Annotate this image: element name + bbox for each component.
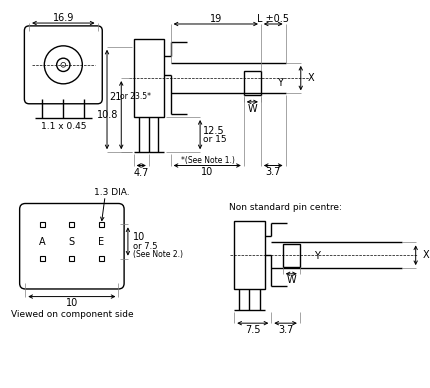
Text: L ±0.5: L ±0.5 [257,14,289,24]
Text: 21: 21 [109,92,121,102]
Bar [99,256,104,261]
Text: *(See Note 1.): *(See Note 1.) [181,156,235,165]
Circle shape [57,58,70,71]
Text: or 7.5: or 7.5 [133,242,157,251]
Bar [283,244,300,267]
Bar [40,222,45,227]
Bar [70,256,74,261]
Text: S: S [69,237,75,248]
Circle shape [61,62,66,67]
Text: Viewed on component side: Viewed on component side [11,310,133,319]
Text: 7.5: 7.5 [245,325,261,335]
Text: or 15: or 15 [203,135,227,144]
Bar [99,222,104,227]
Bar [40,256,45,261]
Text: 16.9: 16.9 [52,13,74,23]
Text: X: X [422,250,429,260]
Bar [70,222,74,227]
Text: 10.8: 10.8 [97,110,118,120]
Circle shape [44,46,82,84]
Bar [244,71,261,95]
Text: 3.7: 3.7 [266,167,281,177]
Text: 1.3 DIA.: 1.3 DIA. [94,188,129,197]
Bar [234,221,265,289]
Text: 4.7: 4.7 [134,168,149,178]
FancyBboxPatch shape [25,26,102,104]
Text: or 23.5*: or 23.5* [120,92,151,101]
Text: Y: Y [277,78,283,88]
Bar [134,39,164,117]
FancyBboxPatch shape [20,203,124,289]
Text: 10: 10 [133,232,145,242]
Text: 1.1 x 0.45: 1.1 x 0.45 [40,122,86,131]
Text: 3.7: 3.7 [278,325,293,335]
Text: Y: Y [314,251,320,261]
Text: A: A [39,237,46,248]
Text: Non standard pin centre:: Non standard pin centre: [229,203,341,212]
Text: 19: 19 [210,14,222,24]
Text: 10: 10 [201,167,213,177]
Text: W: W [286,275,296,286]
Text: W: W [248,104,257,114]
Text: (See Note 2.): (See Note 2.) [133,250,183,259]
Text: 10: 10 [66,298,78,308]
Text: X: X [307,73,314,83]
Text: E: E [98,237,104,248]
Text: 12.5: 12.5 [203,126,224,136]
